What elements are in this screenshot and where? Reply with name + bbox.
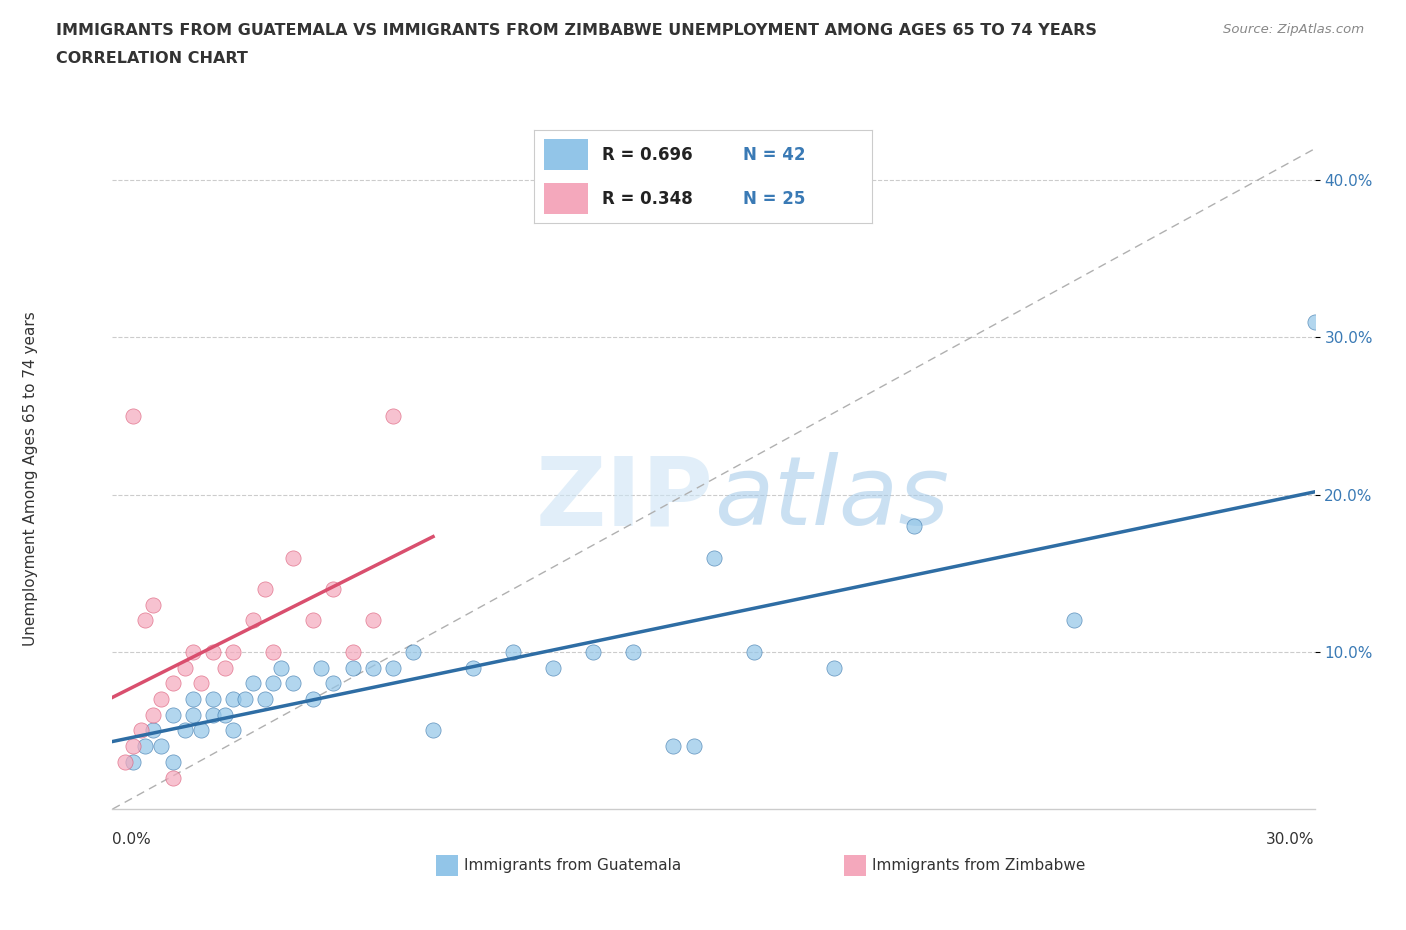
- Point: [181, 692, 204, 707]
- Point: [141, 597, 163, 612]
- Point: [214, 660, 236, 675]
- Point: [129, 723, 152, 737]
- FancyBboxPatch shape: [544, 140, 588, 170]
- Text: R = 0.348: R = 0.348: [602, 190, 693, 207]
- Point: [162, 676, 184, 691]
- Point: [322, 581, 344, 596]
- Point: [262, 644, 284, 659]
- Text: Immigrants from Zimbabwe: Immigrants from Zimbabwe: [872, 858, 1085, 873]
- Point: [141, 708, 163, 723]
- Point: [262, 676, 284, 691]
- Point: [222, 644, 245, 659]
- Point: [270, 660, 292, 675]
- Text: 0.0%: 0.0%: [112, 832, 152, 847]
- Point: [361, 660, 384, 675]
- Point: [382, 408, 405, 423]
- Point: [682, 738, 704, 753]
- Text: Source: ZipAtlas.com: Source: ZipAtlas.com: [1223, 23, 1364, 36]
- Point: [662, 738, 685, 753]
- Point: [141, 723, 163, 737]
- Point: [201, 644, 224, 659]
- Point: [181, 708, 204, 723]
- Point: [361, 613, 384, 628]
- Point: [382, 660, 405, 675]
- Point: [242, 613, 264, 628]
- Point: [543, 660, 565, 675]
- FancyBboxPatch shape: [544, 183, 588, 214]
- Point: [281, 551, 304, 565]
- Text: R = 0.696: R = 0.696: [602, 146, 692, 164]
- Point: [823, 660, 845, 675]
- Point: [134, 613, 156, 628]
- Point: [742, 644, 765, 659]
- Point: [121, 408, 143, 423]
- Point: [190, 723, 212, 737]
- Point: [342, 644, 364, 659]
- Point: [302, 613, 325, 628]
- Point: [422, 723, 444, 737]
- Text: IMMIGRANTS FROM GUATEMALA VS IMMIGRANTS FROM ZIMBABWE UNEMPLOYMENT AMONG AGES 65: IMMIGRANTS FROM GUATEMALA VS IMMIGRANTS …: [56, 23, 1097, 38]
- Point: [461, 660, 484, 675]
- Point: [302, 692, 325, 707]
- Point: [162, 708, 184, 723]
- Text: CORRELATION CHART: CORRELATION CHART: [56, 51, 247, 66]
- Point: [121, 754, 143, 769]
- Text: N = 25: N = 25: [744, 190, 806, 207]
- Point: [222, 692, 245, 707]
- Point: [222, 723, 245, 737]
- Point: [114, 754, 136, 769]
- Point: [342, 660, 364, 675]
- Point: [149, 738, 172, 753]
- Point: [162, 754, 184, 769]
- Point: [242, 676, 264, 691]
- Point: [253, 692, 276, 707]
- Point: [181, 644, 204, 659]
- Point: [281, 676, 304, 691]
- Point: [190, 676, 212, 691]
- Text: N = 42: N = 42: [744, 146, 806, 164]
- Point: [214, 708, 236, 723]
- Point: [702, 551, 725, 565]
- Point: [173, 723, 195, 737]
- Point: [402, 644, 425, 659]
- Point: [233, 692, 256, 707]
- Text: atlas: atlas: [713, 452, 949, 545]
- Point: [201, 692, 224, 707]
- Text: Immigrants from Guatemala: Immigrants from Guatemala: [464, 858, 682, 873]
- Point: [322, 676, 344, 691]
- Point: [173, 660, 195, 675]
- Point: [121, 738, 143, 753]
- Point: [502, 644, 524, 659]
- Point: [582, 644, 605, 659]
- Text: 30.0%: 30.0%: [1267, 832, 1315, 847]
- Point: [903, 519, 925, 534]
- Point: [621, 644, 644, 659]
- Text: ZIP: ZIP: [536, 452, 713, 545]
- Point: [1063, 613, 1085, 628]
- Point: [309, 660, 332, 675]
- Point: [253, 581, 276, 596]
- Point: [201, 708, 224, 723]
- Point: [162, 770, 184, 785]
- Point: [1303, 314, 1326, 329]
- Point: [149, 692, 172, 707]
- Point: [134, 738, 156, 753]
- Text: Unemployment Among Ages 65 to 74 years: Unemployment Among Ages 65 to 74 years: [24, 312, 38, 646]
